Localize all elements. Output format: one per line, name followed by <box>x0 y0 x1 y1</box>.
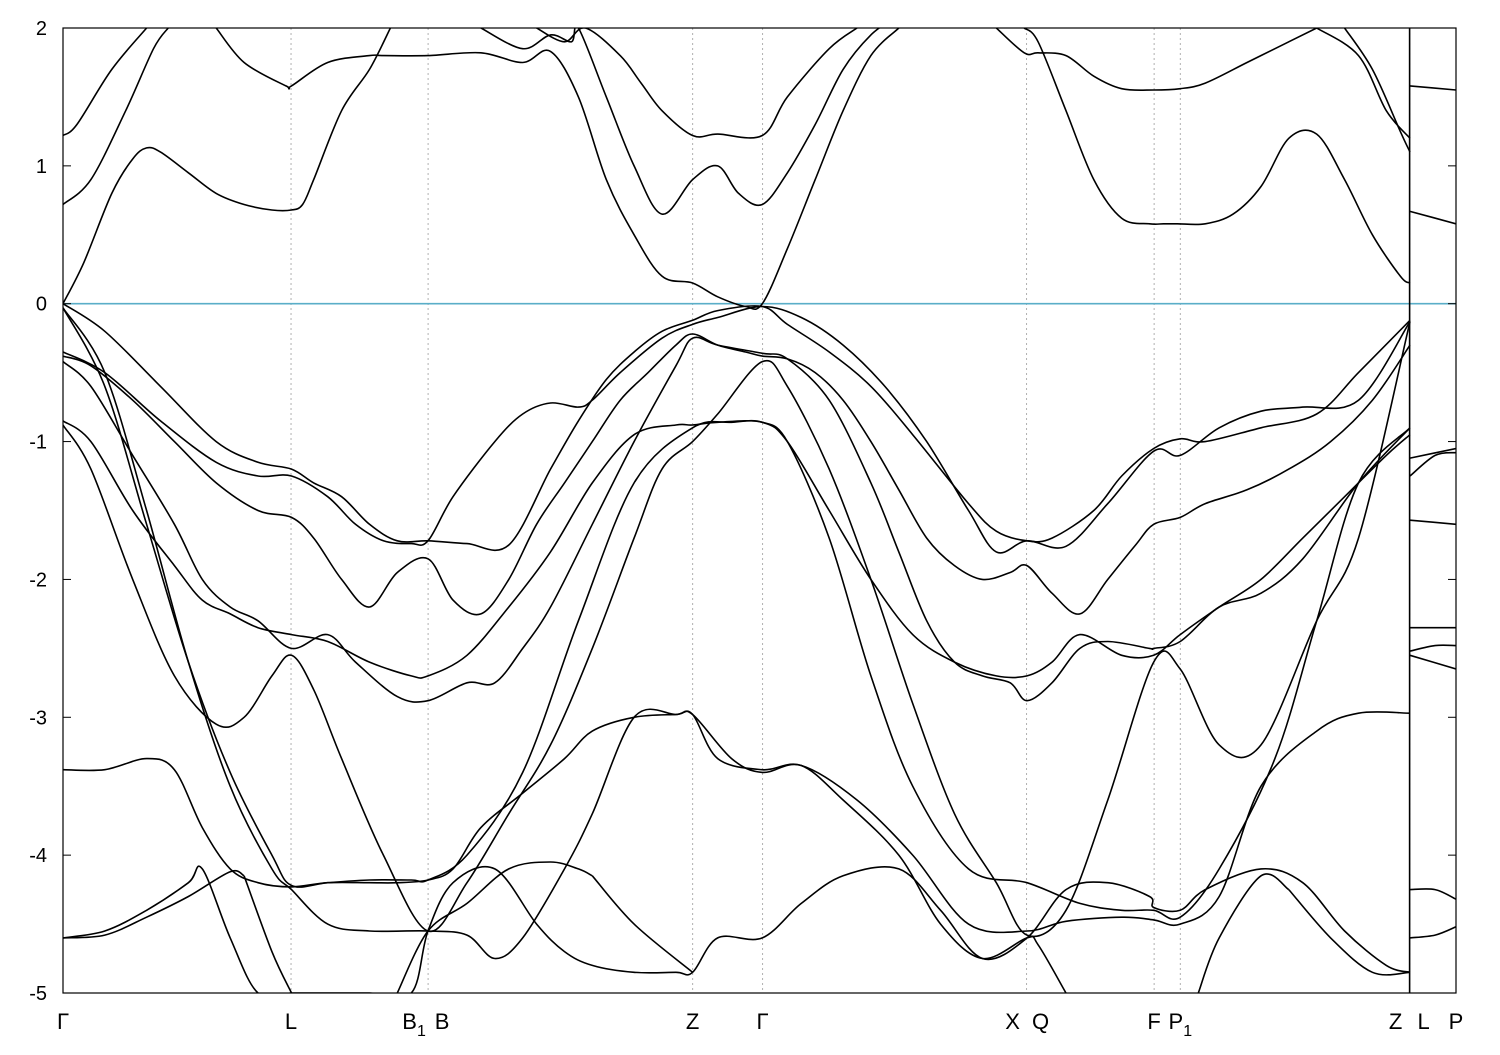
band-line <box>63 303 1411 551</box>
band-line <box>63 28 148 137</box>
band-line <box>1409 85 1456 91</box>
band-line <box>1288 889 1411 976</box>
x-kpoint-label: P1 <box>1169 1009 1193 1040</box>
band-line <box>63 336 1411 703</box>
band-line <box>536 28 858 139</box>
band-line <box>591 875 694 973</box>
x-kpoint-label: F <box>1147 1009 1160 1034</box>
band-line <box>63 28 392 305</box>
band-line <box>1343 28 1411 153</box>
band-line <box>63 869 245 939</box>
x-axis-kpoint-labels: Γ L B1 B Z Γ X Q F P1 Z L P <box>57 1009 1463 1040</box>
x-kpoint-label: L <box>1417 1009 1429 1034</box>
band-line <box>1409 519 1456 526</box>
band-line <box>995 28 1318 92</box>
band-line <box>63 307 1411 920</box>
band-line <box>1197 873 1290 993</box>
band-line <box>1409 644 1456 652</box>
y-axis-ticks: -5 -4 -3 -2 -1 0 1 2 <box>29 18 1456 1005</box>
band-line <box>1409 926 1456 939</box>
y-tick-label: -1 <box>29 432 47 454</box>
y-tick-label: 2 <box>36 18 47 40</box>
band-line <box>1316 28 1411 139</box>
y-tick-label: -4 <box>29 845 47 867</box>
band-line <box>1409 210 1456 225</box>
kpoint-gridlines <box>290 28 1411 993</box>
band-line <box>1409 888 1456 901</box>
band-lines <box>63 28 1456 993</box>
band-line <box>63 321 1411 938</box>
band-line <box>215 28 900 310</box>
x-kpoint-label: X <box>1005 1009 1020 1034</box>
x-kpoint-label: Γ <box>57 1009 69 1034</box>
band-line <box>63 305 1411 554</box>
kpoint-subscript: 1 <box>417 1023 426 1040</box>
x-kpoint-label: B1 <box>402 1009 426 1040</box>
band-line <box>1023 28 1411 284</box>
band-line <box>1409 451 1456 477</box>
kpoint-subscript: 1 <box>1183 1023 1192 1040</box>
x-kpoint-label: Γ <box>757 1009 769 1034</box>
x-kpoint-label: B <box>435 1009 450 1034</box>
x-kpoint-label: Z <box>1389 1009 1402 1034</box>
band-line <box>396 861 593 993</box>
band-line <box>63 28 169 206</box>
x-kpoint-label: L <box>285 1009 297 1034</box>
band-line <box>63 307 1411 960</box>
band-line <box>63 419 1411 679</box>
x-kpoint-label: Z <box>686 1009 699 1034</box>
y-tick-label: -2 <box>29 569 47 591</box>
y-tick-label: -5 <box>29 983 47 1005</box>
y-tick-label: 1 <box>36 156 47 178</box>
band-line <box>480 28 881 215</box>
band-line <box>63 710 1067 993</box>
band-line <box>1409 447 1456 459</box>
plot-border <box>62 27 1457 994</box>
y-tick-label: 0 <box>36 294 47 316</box>
x-kpoint-label: Q <box>1032 1009 1049 1034</box>
y-tick-label: -3 <box>29 707 47 729</box>
band-line <box>1409 654 1456 670</box>
x-kpoint-label: P <box>1449 1009 1464 1034</box>
plot-frame <box>62 27 1457 994</box>
band-line <box>243 875 293 993</box>
band-line <box>63 333 1411 616</box>
